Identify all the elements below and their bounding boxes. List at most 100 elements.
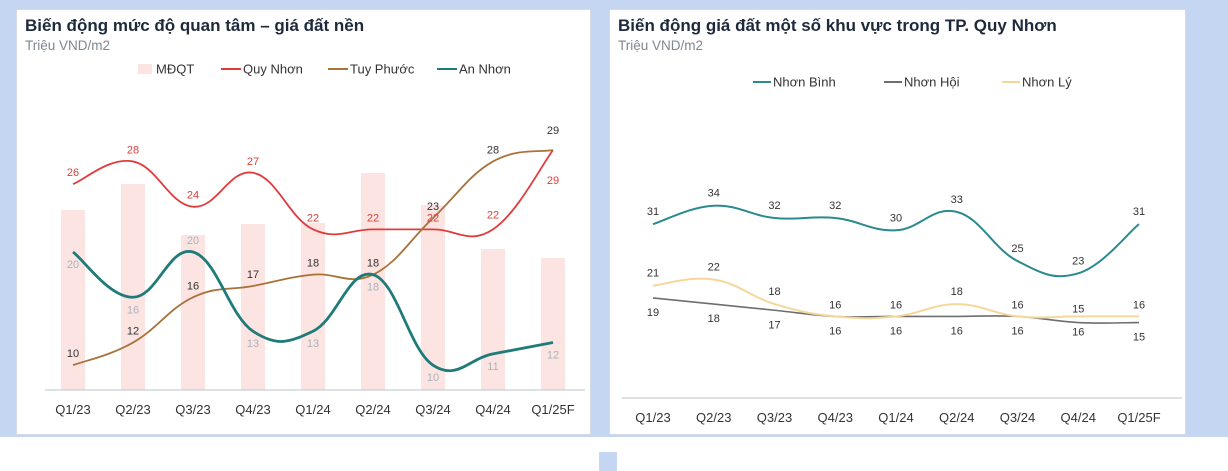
- x-tick-label: Q3/24: [1000, 410, 1035, 425]
- label-quy-nhon-6: 22: [427, 212, 439, 224]
- x-tick-label: Q1/25F: [1117, 410, 1160, 425]
- label-nhon-binh-1: 34: [708, 188, 720, 200]
- bar-mdqt-q4-24: [481, 249, 505, 390]
- label-quy-nhon-8: 29: [547, 175, 559, 187]
- label-nhon-ly-7: 16: [1072, 326, 1084, 338]
- label-nhon-binh-3: 32: [829, 200, 841, 212]
- label-quy-nhon-3: 27: [247, 156, 259, 168]
- label-tuy-phuoc-7: 28: [487, 144, 499, 156]
- x-tick-label: Q1/24: [878, 410, 913, 425]
- x-tick-label: Q4/23: [818, 410, 853, 425]
- line-nhon-binh: [652, 204, 1140, 278]
- label-nhon-ly-5: 18: [951, 286, 963, 298]
- label-tuy-phuoc-2: 16: [187, 280, 199, 292]
- legend-item-nhon-binh: Nhơn Bình: [753, 75, 836, 90]
- label-an-nhon-0: 20: [67, 259, 79, 271]
- label-an-nhon-3: 13: [247, 338, 259, 350]
- label-nhon-ly-8: 16: [1133, 299, 1145, 311]
- legend-item-an-nhon: An Nhơn: [437, 62, 511, 77]
- legend-item-nhon-ly: Nhơn Lý: [1002, 75, 1072, 90]
- right-chart-svg: Nhơn Bình Nhơn Hội Nhơn Lý 31 34 32 32 30 33 25 23…: [622, 75, 1182, 425]
- x-tick-label: Q2/23: [115, 402, 150, 417]
- bar-mdqt-q3-23: [181, 235, 205, 390]
- label-quy-nhon-1: 28: [127, 144, 139, 156]
- label-nhon-hoi-0: 19: [647, 307, 659, 319]
- left-chart-svg: MĐQT Quy Nhơn Tuy Phước An Nhơn 26 28 24 27 22 22…: [45, 62, 585, 417]
- x-tick-label: Q2/24: [355, 402, 390, 417]
- label-nhon-hoi-8: 15: [1133, 332, 1145, 344]
- legend-label: MĐQT: [156, 62, 194, 77]
- label-nhon-binh-7: 23: [1072, 255, 1084, 267]
- line-quy-nhon: [72, 149, 554, 238]
- label-tuy-phuoc-5: 18: [367, 258, 379, 270]
- x-tick-label: Q3/24: [415, 402, 450, 417]
- x-tick-label: Q4/24: [475, 402, 510, 417]
- label-nhon-ly-4: 16: [890, 299, 902, 311]
- label-quy-nhon-2: 24: [187, 190, 199, 202]
- x-tick-label: Q1/23: [55, 402, 90, 417]
- label-nhon-binh-5: 33: [951, 194, 963, 206]
- line-tuy-phuoc: [72, 149, 554, 367]
- label-an-nhon-7: 11: [487, 361, 498, 373]
- x-tick-label: Q1/24: [295, 402, 330, 417]
- label-nhon-hoi-7: 15: [1072, 304, 1084, 316]
- label-tuy-phuoc-3: 17: [247, 269, 259, 281]
- bar-mdqt-q1-25f: [541, 258, 565, 390]
- legend: MĐQT Quy Nhơn Tuy Phước An Nhơn: [138, 62, 511, 77]
- label-nhon-ly-6: 16: [1011, 299, 1023, 311]
- legend-label: Nhơn Lý: [1022, 75, 1072, 90]
- bar-mdqt-q4-23: [241, 224, 265, 390]
- label-nhon-ly-2: 18: [768, 286, 780, 298]
- legend-label: Quy Nhơn: [243, 62, 303, 77]
- left-chart-title: Biến động mức độ quan tâm – giá đất nền: [25, 16, 365, 35]
- label-tuy-phuoc-8: 29: [547, 125, 559, 137]
- legend-label: Nhơn Hội: [904, 75, 960, 90]
- label-an-nhon-5: 18: [367, 282, 379, 294]
- label-nhon-binh-4: 30: [890, 212, 902, 224]
- bar-mdqt-q1-23: [61, 210, 85, 390]
- right-chart-panel: Biến động giá đất một số khu vực trong T…: [609, 9, 1186, 435]
- label-nhon-hoi-4: 16: [890, 325, 902, 337]
- line-nhon-ly: [652, 277, 1139, 320]
- label-an-nhon-8: 12: [547, 350, 559, 362]
- label-nhon-ly-3: 16: [829, 299, 841, 311]
- label-quy-nhon-0: 26: [67, 167, 79, 179]
- label-tuy-phuoc-4: 18: [307, 258, 319, 270]
- x-tick-label: Q3/23: [175, 402, 210, 417]
- label-quy-nhon-7: 22: [487, 209, 499, 221]
- label-nhon-ly-1: 22: [708, 262, 720, 274]
- line-an-nhon: [72, 250, 554, 373]
- label-an-nhon-2: 20: [187, 235, 199, 247]
- label-quy-nhon-4: 22: [307, 212, 319, 224]
- label-tuy-phuoc-1: 12: [127, 326, 139, 338]
- label-nhon-hoi-6: 16: [1011, 325, 1023, 337]
- legend-item-quy-nhon: Quy Nhơn: [221, 62, 303, 77]
- x-tick-label: Q4/23: [235, 402, 270, 417]
- x-tick-label: Q3/23: [757, 410, 792, 425]
- label-nhon-binh-2: 32: [768, 200, 780, 212]
- label-nhon-binh-6: 25: [1011, 243, 1023, 255]
- label-tuy-phuoc-6: 23: [427, 201, 439, 213]
- label-nhon-hoi-5: 16: [951, 325, 963, 337]
- label-nhon-hoi-2: 17: [768, 319, 780, 331]
- legend: Nhơn Bình Nhơn Hội Nhơn Lý: [753, 75, 1072, 90]
- label-nhon-binh-8: 31: [1133, 206, 1145, 218]
- label-an-nhon-1: 16: [127, 304, 139, 316]
- label-nhon-ly-0: 21: [647, 268, 659, 280]
- left-chart-panel: Biến động mức độ quan tâm – giá đất nền …: [16, 9, 591, 435]
- label-nhon-hoi-1: 18: [708, 313, 720, 325]
- label-nhon-binh-0: 31: [647, 206, 659, 218]
- x-tick-label: Q2/23: [696, 410, 731, 425]
- legend-label: Nhơn Bình: [773, 75, 836, 90]
- bar-mdqt-q1-24: [301, 223, 325, 390]
- right-chart-unit: Triệu VND/m2: [618, 38, 704, 53]
- right-chart-title: Biến động giá đất một số khu vực trong T…: [618, 16, 1057, 35]
- bar-mdqt-q3-24: [421, 205, 445, 390]
- legend-label: Tuy Phước: [350, 62, 415, 77]
- legend-item-tuy-phuoc: Tuy Phước: [328, 62, 415, 77]
- legend-item-nhon-hoi: Nhơn Hội: [884, 75, 960, 90]
- x-tick-label: Q1/23: [635, 410, 670, 425]
- x-tick-label: Q4/24: [1061, 410, 1096, 425]
- x-tick-label: Q1/25F: [531, 402, 574, 417]
- label-an-nhon-4: 13: [307, 338, 319, 350]
